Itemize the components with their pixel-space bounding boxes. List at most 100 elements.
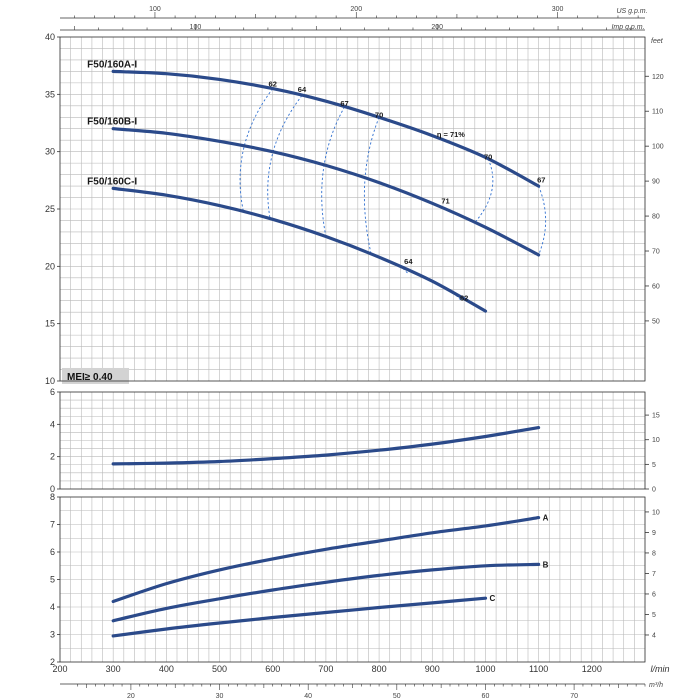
y-tick-label: 7	[50, 520, 55, 530]
y-tick-label: 25	[45, 204, 55, 214]
us-gpm-unit: US g.p.m.	[616, 8, 647, 15]
efficiency-label: 70	[375, 110, 383, 119]
series-label: C	[489, 594, 495, 603]
y-tick-label: 6	[50, 387, 55, 397]
imp-gpm-unit: Imp g.p.m.	[611, 24, 644, 31]
m3h-unit: m³/h	[649, 682, 663, 689]
chart-labels: F50/160A-I F50/160B-I F50/160C-I MEI≥ 0.40 6…	[62, 59, 549, 603]
x-tick-label: 900	[425, 664, 440, 674]
series-label: F50/160A-I	[87, 59, 137, 70]
iso-efficiency-line	[321, 106, 345, 237]
x-axis-unit: l/min	[650, 664, 669, 674]
us-gpm-tick-label: 300	[552, 6, 564, 13]
y-tick-label: 4	[50, 602, 55, 612]
right-tick-label: 6	[652, 591, 656, 598]
x-tick-label: 1100	[529, 664, 548, 674]
right-tick-label: 100	[652, 144, 664, 151]
iso-efficiency-line	[363, 117, 380, 255]
x-tick-label: 1200	[582, 664, 602, 674]
right-tick-label: 90	[652, 179, 660, 186]
x-tick-label: 400	[159, 664, 174, 674]
right-tick-label: 10	[652, 437, 660, 444]
right-tick-label: 70	[652, 249, 660, 256]
y-tick-label: 5	[50, 575, 55, 585]
right-tick-label: 8	[652, 550, 656, 557]
panel-frame-npsh	[59, 391, 646, 490]
right-tick-label: 7	[652, 571, 656, 578]
right-tick-label: 80	[652, 214, 660, 221]
y-tick-label: 35	[45, 89, 55, 99]
efficiency-label: η = 71%	[437, 130, 465, 139]
x-tick-label: 700	[318, 664, 333, 674]
us-gpm-tick-label: 200	[350, 6, 362, 13]
performance-curves	[111, 69, 541, 638]
axes: 101520253035405060708090100110120feet024…	[45, 6, 670, 700]
mei-badge-box	[62, 367, 129, 384]
y-tick-label: 2	[50, 452, 55, 462]
y-tick-label: 30	[45, 147, 55, 157]
curve-head-0	[111, 69, 541, 188]
right-tick-label: 4	[652, 632, 656, 639]
m3h-tick-label: 20	[127, 693, 135, 700]
y-tick-label: 8	[50, 492, 55, 502]
curve-power-2	[111, 596, 488, 638]
iso-efficiency-line	[474, 158, 494, 223]
y-tick-label: 2	[50, 657, 55, 667]
us-gpm-tick-label: 100	[149, 6, 161, 13]
efficiency-label: 62	[460, 294, 468, 303]
y-tick-label: 3	[50, 630, 55, 640]
efficiency-label: 62	[269, 79, 277, 88]
x-tick-label: 300	[106, 664, 121, 674]
efficiency-label: 67	[340, 99, 348, 108]
right-tick-label: 50	[652, 318, 660, 325]
right-tick-label: 9	[652, 530, 656, 537]
m3h-tick-label: 60	[482, 693, 490, 700]
right-tick-label: 120	[652, 74, 664, 81]
right-tick-label: 60	[652, 283, 660, 290]
x-tick-label: 200	[52, 664, 67, 674]
curve-head-2	[111, 186, 488, 313]
m3h-tick-label: 70	[570, 693, 578, 700]
y-tick-label: 0	[50, 484, 55, 494]
curve-power-1	[111, 562, 541, 623]
y-tick-label: 4	[50, 419, 55, 429]
right-tick-label: 5	[652, 612, 656, 619]
series-label: F50/160C-I	[87, 176, 137, 187]
m3h-tick-label: 50	[393, 693, 401, 700]
efficiency-label: 70	[484, 153, 492, 162]
y-tick-label: 10	[45, 376, 55, 386]
x-tick-label: 600	[265, 664, 280, 674]
series-label: A	[543, 514, 549, 523]
series-label: F50/160B-I	[87, 117, 137, 128]
m3h-tick-label: 30	[216, 693, 224, 700]
m3h-tick-label: 40	[304, 693, 312, 700]
iso-efficiency-line	[267, 95, 303, 219]
efficiency-label: 67	[537, 176, 545, 185]
efficiency-label: 64	[298, 85, 307, 94]
right-tick-label: 5	[652, 462, 656, 469]
efficiency-label: 64	[404, 257, 413, 266]
right-tick-label: 15	[652, 413, 660, 420]
x-tick-label: 500	[212, 664, 227, 674]
right-tick-label: 10	[652, 509, 660, 516]
y-tick-label: 20	[45, 261, 55, 271]
curve-head-1	[111, 127, 541, 257]
imp-gpm-tick-label: 100	[190, 24, 202, 31]
y-tick-label: 40	[45, 32, 55, 42]
series-label: B	[543, 560, 549, 569]
iso-efficiency-line	[538, 185, 546, 256]
efficiency-iso-lines	[239, 88, 546, 301]
right-tick-label: 0	[652, 487, 656, 494]
y-tick-label: 6	[50, 547, 55, 557]
iso-efficiency-line	[239, 88, 274, 212]
right-tick-label: 110	[652, 109, 663, 116]
imp-gpm-tick-label: 200	[431, 24, 443, 31]
curve-power-0	[111, 516, 541, 604]
mei-badge-text: MEI≥ 0.40	[67, 372, 113, 383]
x-tick-label: 1000	[475, 664, 495, 674]
x-tick-label: 800	[372, 664, 387, 674]
right-axis-unit: feet	[651, 38, 664, 45]
curve-npsh-0	[111, 426, 541, 466]
efficiency-label: 71	[441, 196, 449, 205]
